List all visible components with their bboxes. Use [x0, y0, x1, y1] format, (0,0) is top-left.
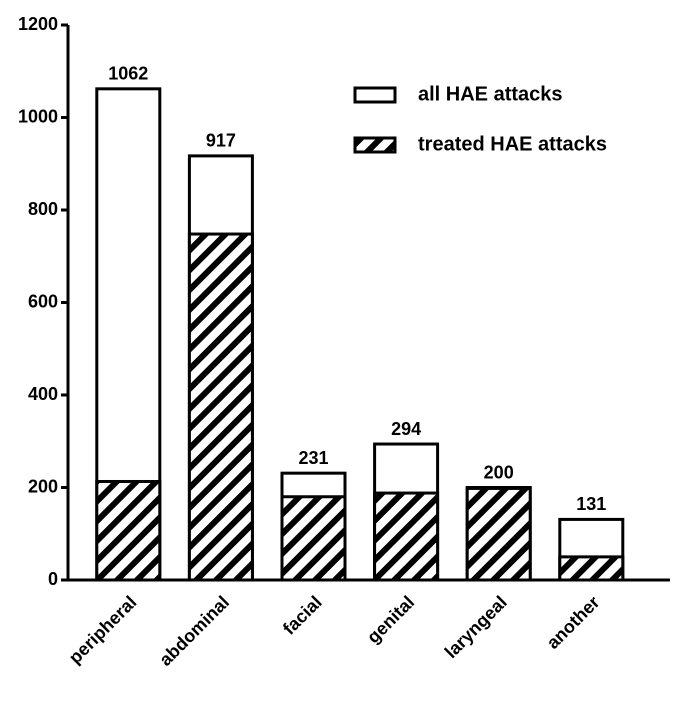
- x-tick-label: facial: [279, 592, 326, 639]
- y-tick-label: 0: [48, 569, 58, 589]
- x-tick-label: peripheral: [65, 592, 141, 668]
- legend-label: treated HAE attacks: [418, 133, 607, 155]
- data-label: 917: [206, 131, 236, 151]
- y-tick-label: 1000: [18, 106, 58, 126]
- legend-swatch: [353, 136, 397, 154]
- bar: [373, 491, 440, 582]
- x-tick-label: genital: [363, 592, 418, 647]
- bar: [280, 495, 347, 582]
- data-label: 131: [576, 494, 606, 514]
- x-tick-label: abdominal: [155, 592, 233, 670]
- y-tick-label: 200: [28, 476, 58, 496]
- bar: [187, 232, 254, 582]
- x-tick-label: laryngeal: [441, 592, 511, 662]
- data-label: 200: [484, 462, 514, 482]
- legend-label: all HAE attacks: [418, 83, 563, 105]
- y-tick-label: 400: [28, 384, 58, 404]
- legend-swatch: [353, 86, 397, 104]
- bar: [465, 486, 532, 582]
- bar: [558, 555, 625, 582]
- data-label: 1062: [108, 64, 148, 84]
- y-tick-label: 600: [28, 291, 58, 311]
- y-tick-label: 1200: [18, 14, 58, 34]
- data-label: 231: [298, 448, 328, 468]
- x-tick-label: another: [543, 592, 604, 653]
- y-tick-label: 800: [28, 199, 58, 219]
- data-label: 294: [391, 419, 421, 439]
- bar: [95, 479, 162, 582]
